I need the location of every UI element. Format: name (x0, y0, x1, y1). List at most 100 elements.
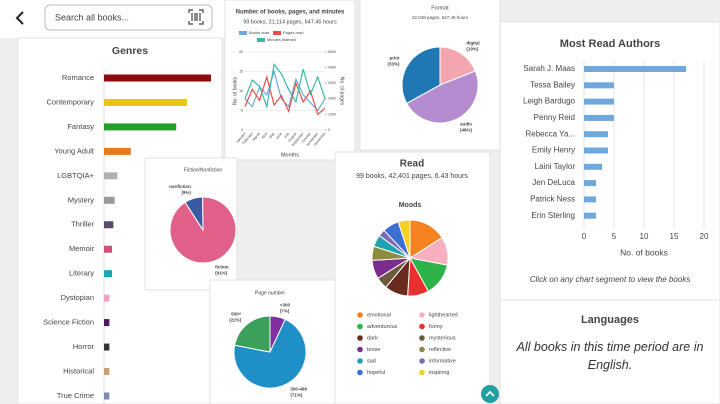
legend-swatch (419, 358, 425, 364)
bar[interactable] (104, 343, 110, 351)
bar[interactable] (584, 196, 596, 203)
category-label: Erin Sterling (531, 211, 575, 220)
legend-label: informative (429, 358, 456, 364)
legend-swatch (357, 335, 363, 341)
legend-swatch (419, 312, 425, 318)
legend-label: lighthearted (429, 312, 458, 318)
pie-slice[interactable] (406, 70, 479, 124)
slice-value-label: (22%) (229, 318, 242, 323)
bar[interactable] (104, 245, 113, 253)
category-label: Horror (73, 342, 95, 351)
x-tick-label: October (301, 131, 313, 144)
slice-label: 500+ (231, 312, 242, 317)
pie-slice[interactable] (234, 315, 271, 353)
x-tick-label: March (252, 132, 261, 142)
legend-label: tense (367, 347, 380, 353)
pie-slice[interactable] (233, 318, 307, 389)
languages-text: All books in this time period are in Eng… (516, 340, 704, 372)
bar[interactable] (584, 82, 614, 89)
bar[interactable] (104, 319, 110, 327)
category-label: Memoir (69, 244, 95, 253)
bar[interactable] (104, 270, 113, 278)
languages-title: Languages (581, 314, 639, 326)
bar[interactable] (104, 98, 187, 106)
legend-swatch (357, 312, 363, 318)
pie-slice[interactable] (169, 196, 237, 264)
scan-icon[interactable] (188, 9, 204, 25)
search-box[interactable] (44, 4, 213, 31)
slice-value-label: (48%) (460, 128, 473, 133)
slice-value-label: (91%) (215, 270, 228, 275)
category-label: LGBTQIA+ (57, 171, 95, 180)
chart-title: Format (431, 5, 449, 11)
bar[interactable] (584, 66, 686, 72)
panel (224, 0, 356, 161)
legend-label: funny (429, 324, 443, 330)
y2-tick-label: 1000 (328, 112, 336, 116)
pie-slice[interactable] (397, 219, 411, 259)
bar[interactable] (584, 163, 602, 170)
search-placeholder: Search all books... (55, 12, 129, 22)
legend-label: mysterious (429, 335, 456, 341)
series-line (244, 63, 326, 109)
legend-swatch (357, 358, 363, 364)
chart-title: Number of books, pages, and minutes (236, 10, 345, 16)
x-tick-label: June (275, 132, 283, 140)
x-tick-label: January (235, 131, 246, 143)
legend-label: inspiring (429, 370, 449, 376)
slice-label: <300 (280, 302, 291, 307)
legend-swatch (239, 31, 247, 35)
y-axis-label: No. of books (232, 76, 238, 105)
pie-slice[interactable] (401, 46, 441, 104)
bar[interactable] (584, 131, 608, 138)
category-label: Patrick Ness (530, 195, 575, 204)
bar[interactable] (584, 212, 596, 219)
back-button[interactable] (15, 11, 24, 25)
bar[interactable] (104, 221, 114, 229)
slice-label: fiction (215, 264, 229, 269)
x-tick-label: 15 (670, 232, 679, 241)
legend-label: emotional (367, 312, 391, 318)
bar[interactable] (104, 123, 177, 131)
bar[interactable] (584, 180, 596, 187)
bar[interactable] (104, 294, 110, 302)
slice-value-label: (33%) (388, 61, 401, 66)
legend-swatch (419, 335, 425, 341)
category-label: Penny Reid (534, 113, 575, 122)
chart-title: Fiction/Nonfiction (184, 167, 223, 173)
category-label: Thriller (71, 220, 94, 229)
slice-label: print (390, 55, 400, 60)
legend-swatch (419, 323, 425, 330)
bar[interactable] (584, 98, 614, 105)
slice-value-label: (19%) (466, 46, 479, 51)
y-tick-label: 15 (239, 69, 243, 73)
category-label: Mystery (68, 195, 95, 204)
y2-tick-label: 5000 (328, 50, 336, 54)
legend-label: sad (367, 358, 376, 364)
x-axis-label: Months (281, 152, 299, 158)
bar[interactable] (104, 196, 115, 204)
y-tick-label: 0 (241, 128, 243, 132)
pie-slice[interactable] (439, 46, 476, 86)
bar[interactable] (104, 392, 110, 400)
category-label: Sarah J. Maas (523, 64, 575, 73)
bar[interactable] (584, 114, 614, 121)
legend-label: Minutes listened (267, 37, 296, 42)
y2-tick-label: 4000 (328, 66, 336, 70)
slice-label: digital (466, 40, 479, 45)
legend-swatch (357, 369, 363, 376)
bar[interactable] (104, 74, 211, 82)
category-label: Jen DeLuca (532, 178, 575, 187)
y-tick-label: 10 (239, 89, 243, 93)
bar[interactable] (104, 368, 110, 376)
bar[interactable] (104, 147, 131, 155)
x-tick-label: May (268, 131, 275, 139)
read-title: Read (400, 159, 424, 170)
scroll-top-button[interactable] (481, 385, 499, 403)
bar[interactable] (104, 172, 118, 180)
legend-label: Pages read (283, 30, 303, 35)
y-tick-label: 20 (239, 50, 243, 54)
bar[interactable] (584, 147, 608, 154)
category-label: Young Adult (54, 146, 95, 155)
